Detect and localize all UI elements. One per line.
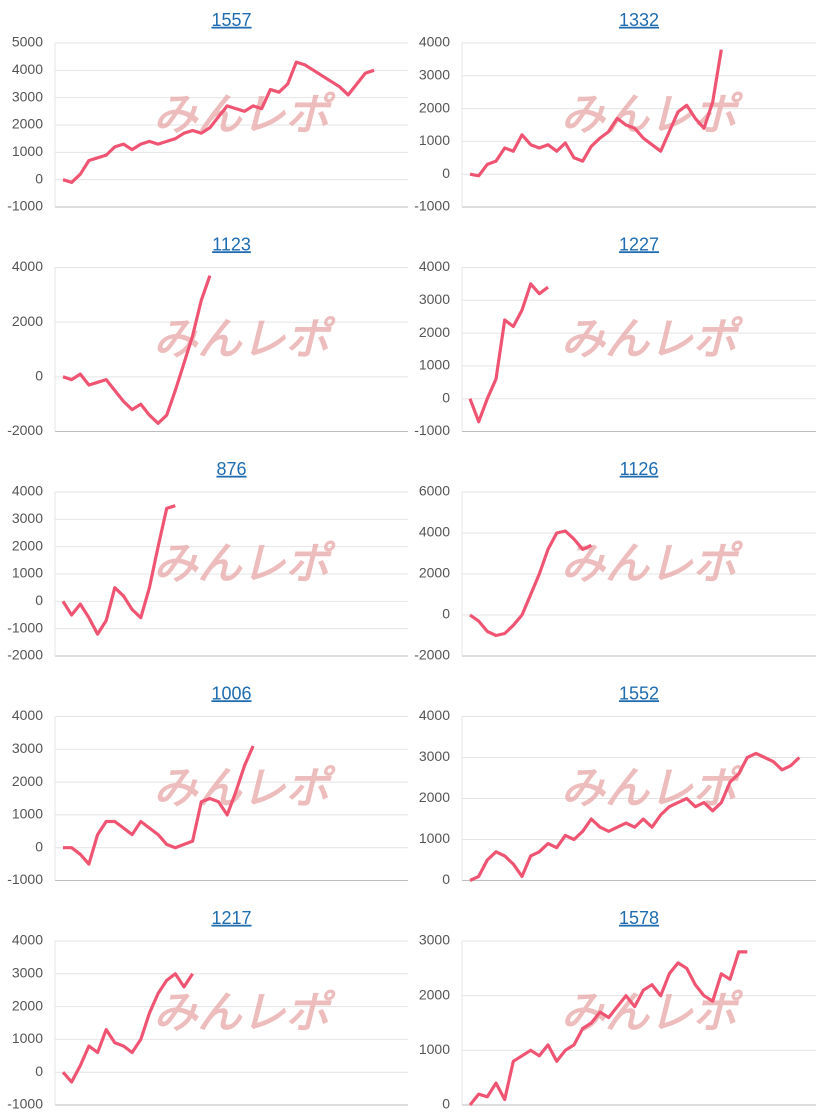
y-tick-label: 0: [35, 592, 43, 608]
y-tick-label: -1000: [414, 198, 450, 214]
y-tick-label: 3000: [419, 67, 450, 83]
watermark: みんレポ: [561, 540, 744, 589]
y-tick-label: 0: [35, 368, 43, 384]
y-tick-label: 0: [442, 606, 450, 622]
y-tick-label: 1000: [12, 565, 43, 581]
watermark: みんレポ: [561, 764, 744, 813]
data-line: [61, 972, 194, 1084]
y-tick-label: 4000: [419, 524, 450, 540]
y-tick-label: -2000: [7, 422, 43, 438]
chart-title[interactable]: 1123: [212, 234, 251, 254]
chart-title[interactable]: 1332: [619, 10, 659, 30]
y-tick-label: 4000: [12, 258, 43, 274]
y-tick-label: 0: [35, 170, 43, 186]
y-tick-label: 1000: [419, 357, 450, 373]
y-tick-label: 1000: [419, 1041, 450, 1057]
y-tick-label: 3000: [12, 740, 43, 756]
y-tick-label: -1000: [7, 871, 43, 887]
y-tick-label: 2000: [419, 565, 450, 581]
watermark: みんレポ: [154, 764, 337, 813]
watermark: みんレポ: [154, 315, 337, 364]
watermark: みんレポ: [154, 540, 337, 589]
y-tick-label: 0: [442, 1096, 450, 1112]
chart-title[interactable]: 876: [216, 459, 246, 479]
data-line: [469, 529, 592, 638]
y-tick-label: 4000: [419, 707, 450, 723]
data-line: [62, 60, 375, 184]
data-line: [62, 275, 212, 425]
chart-title[interactable]: 1557: [211, 10, 251, 30]
data-line: [63, 745, 255, 866]
y-tick-label: 1000: [12, 806, 43, 822]
watermark: みんレポ: [561, 315, 744, 364]
y-tick-label: 4000: [12, 932, 43, 948]
chart-title[interactable]: 1552: [619, 683, 659, 703]
y-tick-label: -1000: [7, 619, 43, 635]
y-tick-label: -2000: [7, 647, 43, 663]
y-tick-label: -1000: [414, 422, 450, 438]
watermark: みんレポ: [154, 989, 337, 1038]
watermark: みんレポ: [154, 91, 337, 140]
y-tick-label: 2000: [419, 324, 450, 340]
y-tick-label: 4000: [12, 707, 43, 723]
y-tick-label: 0: [35, 838, 43, 854]
y-tick-label: 3000: [12, 965, 43, 981]
chart-title[interactable]: 1227: [619, 234, 659, 254]
y-tick-label: 2000: [419, 986, 450, 1002]
y-tick-label: 4000: [12, 61, 43, 77]
y-tick-label: 2000: [12, 997, 43, 1013]
y-tick-label: 3000: [419, 291, 450, 307]
y-tick-label: 4000: [419, 258, 450, 274]
chart-title[interactable]: 1217: [211, 908, 251, 928]
y-tick-label: 1000: [12, 143, 43, 159]
y-tick-label: 3000: [12, 510, 43, 526]
data-line: [469, 49, 723, 178]
y-tick-label: 5000: [12, 34, 43, 50]
y-tick-label: 0: [35, 1063, 43, 1079]
data-line: [61, 504, 176, 636]
y-tick-label: 2000: [12, 537, 43, 553]
y-tick-label: 0: [442, 389, 450, 405]
y-tick-label: 4000: [12, 483, 43, 499]
y-tick-label: -1000: [7, 1096, 43, 1112]
y-tick-label: 2000: [419, 99, 450, 115]
data-line: [468, 950, 748, 1106]
chart-title[interactable]: 1006: [211, 683, 251, 703]
y-tick-label: 1000: [12, 1030, 43, 1046]
y-tick-label: 2000: [419, 789, 450, 805]
y-tick-label: 2000: [12, 313, 43, 329]
y-tick-label: 0: [442, 165, 450, 181]
y-tick-label: 3000: [419, 932, 450, 948]
watermark: みんレポ: [561, 91, 744, 140]
y-tick-label: 3000: [12, 88, 43, 104]
y-tick-label: 4000: [419, 34, 450, 50]
data-line: [469, 751, 801, 882]
watermark: みんレポ: [561, 989, 744, 1038]
y-tick-label: 1000: [419, 132, 450, 148]
y-tick-label: 2000: [12, 116, 43, 132]
chart-title[interactable]: 1126: [620, 459, 659, 479]
y-tick-label: 2000: [12, 773, 43, 789]
y-tick-label: 0: [442, 871, 450, 887]
y-tick-label: -1000: [7, 198, 43, 214]
y-tick-label: 1000: [419, 830, 450, 846]
y-tick-label: 6000: [419, 483, 450, 499]
chart-title[interactable]: 1578: [619, 908, 659, 928]
data-line: [468, 282, 549, 424]
y-tick-label: -2000: [414, 647, 450, 663]
y-tick-label: 3000: [419, 748, 450, 764]
